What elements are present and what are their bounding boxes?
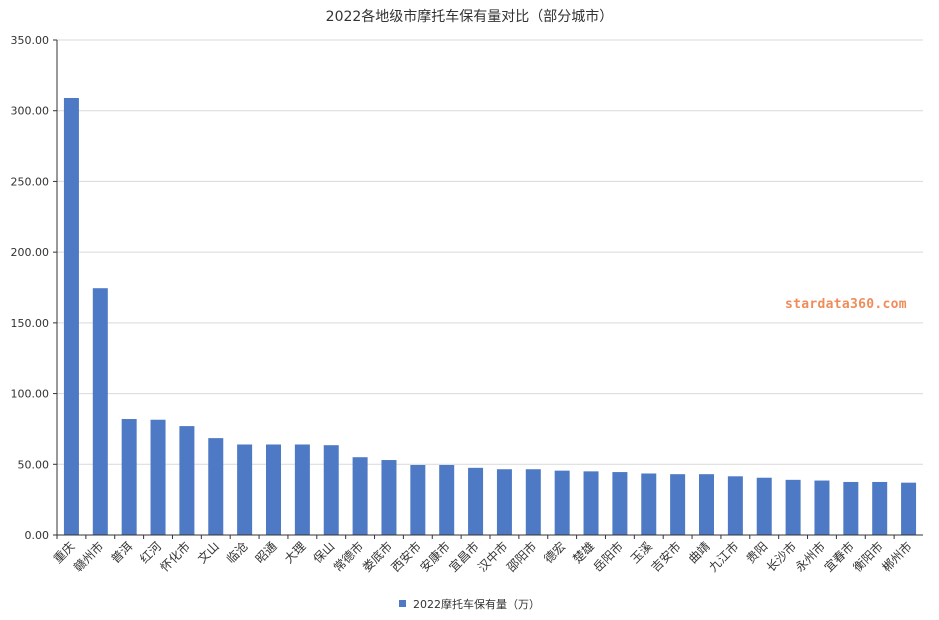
x-tick-label: 大理 xyxy=(282,539,309,566)
x-tick-label: 岳阳市 xyxy=(590,539,626,575)
bar xyxy=(352,457,368,535)
y-tick-label: 350.00 xyxy=(11,34,50,47)
x-tick-label: 普洱 xyxy=(108,539,135,566)
x-tick-label: 临沧 xyxy=(223,539,251,567)
bar xyxy=(901,482,917,535)
x-tick-label: 九江市 xyxy=(705,539,741,575)
x-tick-label: 汉中市 xyxy=(474,539,510,575)
x-tick-label: 邵阳市 xyxy=(503,539,539,575)
bar xyxy=(208,438,224,535)
legend-label: 2022摩托车保有量（万） xyxy=(413,598,540,611)
x-tick-label: 宜春市 xyxy=(821,539,857,575)
bar xyxy=(468,467,484,535)
x-tick-label: 郴州市 xyxy=(879,539,915,575)
x-tick-label: 宜昌市 xyxy=(446,539,482,575)
x-tick-label: 娄底市 xyxy=(359,539,395,575)
bar xyxy=(323,445,339,535)
bar xyxy=(381,460,397,535)
bar xyxy=(179,426,195,535)
bar xyxy=(583,471,599,535)
x-tick-label: 赣州市 xyxy=(70,539,106,575)
x-tick-label: 德宏 xyxy=(541,539,569,567)
y-tick-label: 300.00 xyxy=(11,105,50,118)
y-tick-label: 250.00 xyxy=(11,175,50,188)
bar xyxy=(756,477,772,535)
y-tick-label: 0.00 xyxy=(25,529,50,542)
bar xyxy=(92,288,108,535)
chart-title: 2022各地级市摩托车保有量对比（部分城市） xyxy=(325,9,614,25)
y-tick-label: 100.00 xyxy=(11,388,50,401)
x-tick-label: 永州市 xyxy=(792,539,828,575)
x-tick-label: 常德市 xyxy=(330,539,366,575)
bar xyxy=(785,479,801,535)
bar xyxy=(150,419,166,535)
bar xyxy=(266,444,281,535)
x-tick-label: 安康市 xyxy=(417,539,453,575)
x-tick-label: 长沙市 xyxy=(763,539,799,575)
bar xyxy=(237,444,253,535)
x-tick-label: 西安市 xyxy=(388,539,424,575)
bar xyxy=(121,419,137,535)
bar xyxy=(814,480,830,535)
x-tick-label: 昭通 xyxy=(253,539,280,566)
bar xyxy=(410,464,426,535)
y-tick-label: 50.00 xyxy=(18,458,50,471)
bar xyxy=(843,481,859,535)
bar xyxy=(727,476,743,535)
x-tick-label: 吉安市 xyxy=(648,539,684,575)
bar xyxy=(439,464,455,535)
bars xyxy=(63,97,917,535)
grid-lines xyxy=(57,39,923,465)
bar xyxy=(612,472,628,535)
bar xyxy=(294,444,310,535)
x-tick-label: 衡阳市 xyxy=(850,539,886,575)
y-tick-label: 200.00 xyxy=(11,246,50,259)
legend: 2022摩托车保有量（万） xyxy=(0,596,939,612)
legend-swatch xyxy=(399,600,406,607)
watermark-text: stardata360.com xyxy=(785,297,907,312)
bar xyxy=(699,474,714,535)
bar xyxy=(670,474,686,535)
y-tick-label: 150.00 xyxy=(11,317,50,330)
bar xyxy=(872,481,888,535)
bar xyxy=(641,473,657,535)
bar xyxy=(554,470,570,535)
x-tick-label: 文山 xyxy=(194,539,222,567)
y-axis-ticks: 0.00 50.00 100.00 150.00 200.00 250.00 300.00 3… xyxy=(11,34,57,542)
bar xyxy=(496,469,512,535)
bar xyxy=(63,97,79,535)
bar xyxy=(525,469,541,535)
x-tick-label: 怀化市 xyxy=(157,539,193,575)
